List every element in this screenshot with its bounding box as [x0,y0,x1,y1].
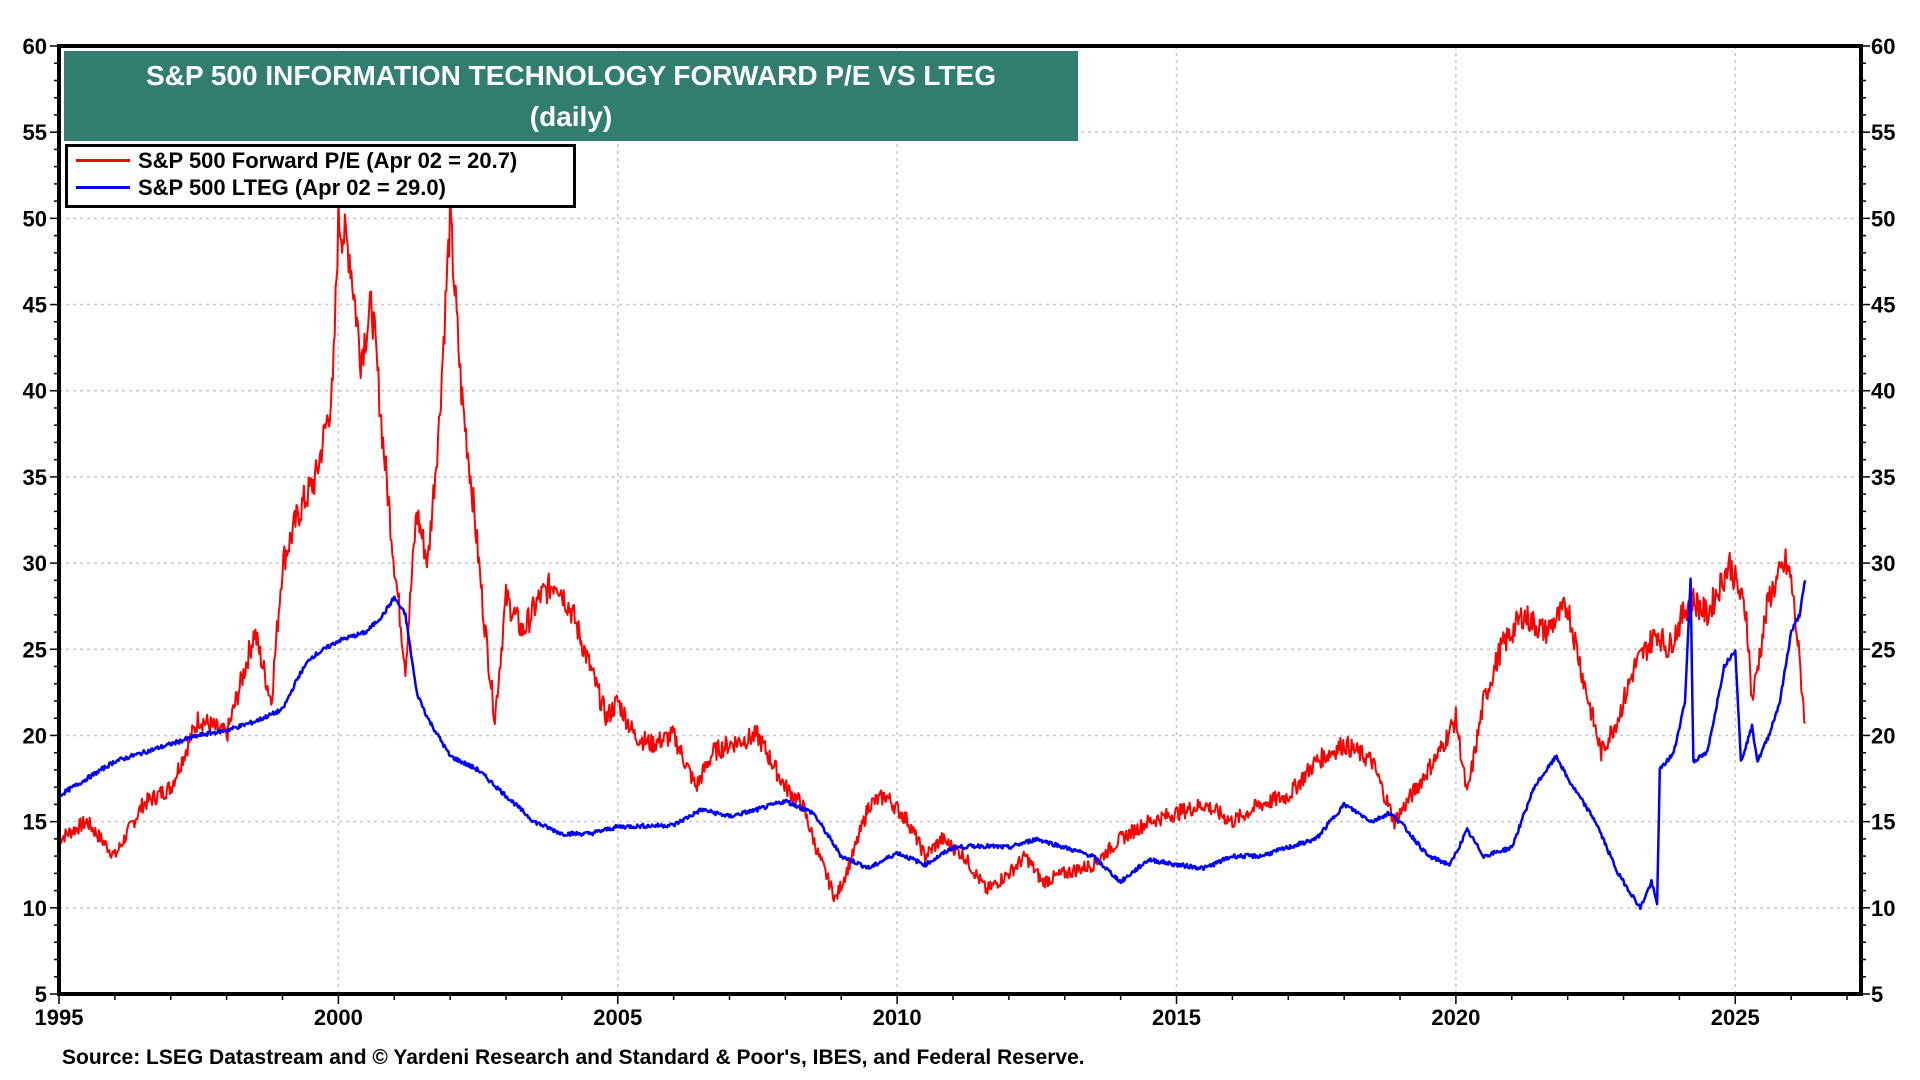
y-tick-label-left: 15 [23,810,47,835]
legend-label: S&P 500 Forward P/E (Apr 02 = 20.7) [138,147,518,173]
x-tick-label: 2020 [1431,1005,1480,1030]
y-tick-label-right: 10 [1871,896,1895,921]
y-tick-label-left: 35 [23,465,47,490]
chart-title: S&P 500 INFORMATION TECHNOLOGY FORWARD P… [146,60,996,91]
y-tick-label-right: 20 [1871,723,1895,748]
series-lines [58,193,1807,911]
y-tick-label-right: 15 [1871,810,1895,835]
y-tick-label-right: 30 [1871,551,1895,576]
source-note: Source: LSEG Datastream and © Yardeni Re… [62,1046,1085,1069]
x-tick-label: 2015 [1152,1005,1201,1030]
y-tick-label-left: 55 [23,120,47,145]
y-tick-label-right: 55 [1871,120,1895,145]
x-tick-label: 2010 [873,1005,922,1030]
y-tick-label-right: 5 [1871,982,1883,1007]
y-tick-label-left: 50 [23,206,47,231]
y-tick-label-left: 30 [23,551,47,576]
chart-title-box: S&P 500 INFORMATION TECHNOLOGY FORWARD P… [64,51,1078,141]
y-tick-label-left: 25 [23,637,47,662]
y-tick-label-right: 25 [1871,637,1895,662]
legend-label: S&P 500 LTEG (Apr 02 = 29.0) [138,174,446,200]
y-tick-label-left: 10 [23,896,47,921]
y-tick-label-right: 45 [1871,293,1895,318]
y-tick-label-left: 40 [23,379,47,404]
x-tick-label: 1995 [35,1005,84,1030]
x-tick-label: 2000 [314,1005,363,1030]
x-tick-label: 2025 [1711,1005,1760,1030]
legend-item-lteg: S&P 500 LTEG (Apr 02 = 29.0) [68,174,573,201]
y-tick-label-left: 45 [23,293,47,318]
y-tick-label-right: 50 [1871,206,1895,231]
series-line-forward-pe [58,193,1806,903]
legend-swatch-blue [76,186,130,189]
legend: S&P 500 Forward P/E (Apr 02 = 20.7) S&P … [65,144,576,208]
y-tick-label-left: 5 [35,982,47,1007]
y-tick-label-right: 60 [1871,34,1895,59]
legend-swatch-red [76,159,130,162]
y-tick-label-right: 35 [1871,465,1895,490]
x-tick-label: 2005 [593,1005,642,1030]
y-tick-label-right: 40 [1871,379,1895,404]
legend-item-forward-pe: S&P 500 Forward P/E (Apr 02 = 20.7) [68,147,573,174]
y-tick-label-left: 60 [23,34,47,59]
y-tick-label-left: 20 [23,723,47,748]
chart-subtitle: (daily) [529,101,613,132]
series-line-lteg [58,577,1807,911]
plot-frame [57,44,1863,996]
